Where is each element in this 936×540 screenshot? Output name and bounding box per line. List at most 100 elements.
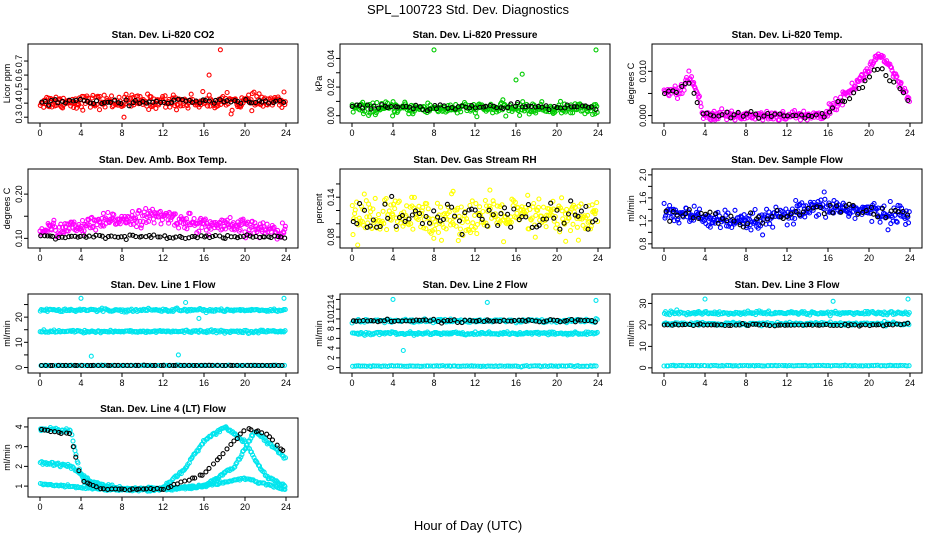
y-tick-label: 0.20: [14, 185, 24, 203]
data-point: [192, 233, 198, 240]
data-point: [382, 201, 388, 207]
data-point: [375, 105, 381, 111]
data-point: [265, 100, 272, 106]
data-point: [55, 100, 61, 106]
data-point: [236, 222, 242, 228]
data-point: [565, 211, 572, 217]
x-tick-label: 4: [702, 378, 707, 388]
data-point: [96, 107, 103, 113]
x-tick-label: 0: [37, 502, 42, 512]
data-point: [822, 196, 828, 202]
data-point: [866, 68, 872, 75]
y-tick-label: 2: [326, 355, 336, 360]
data-point: [238, 100, 244, 106]
panel-title: Stan. Dev. Line 1 Flow: [111, 280, 216, 291]
data-point: [852, 83, 858, 89]
x-tick-label: 20: [864, 128, 874, 138]
data-point: [784, 113, 791, 119]
data-point: [511, 206, 517, 212]
data-point: [571, 209, 577, 215]
data-point: [578, 201, 584, 207]
data-point: [508, 219, 514, 225]
data-point: [462, 210, 468, 216]
data-point: [411, 194, 417, 200]
y-axis-label: ml/min: [626, 195, 636, 222]
x-tick-label: 4: [78, 502, 83, 512]
data-point: [409, 194, 415, 200]
data-point: [457, 226, 464, 232]
data-point: [708, 112, 714, 118]
data-point: [127, 232, 133, 238]
data-point: [853, 86, 859, 92]
data-point: [431, 235, 437, 241]
data-point: [816, 212, 822, 218]
data-point: [90, 362, 96, 368]
data-point: [279, 362, 285, 369]
data-point: [72, 233, 78, 239]
data-point: [49, 233, 56, 239]
data-point: [494, 203, 500, 209]
x-tick-label: 16: [823, 378, 833, 388]
data-points: [349, 187, 601, 248]
x-tick-label: 16: [823, 128, 833, 138]
y-tick-label: 0.4: [14, 97, 24, 110]
data-point: [239, 362, 245, 369]
data-point: [871, 211, 877, 217]
data-point: [525, 103, 531, 109]
data-point: [250, 234, 256, 240]
data-point: [237, 234, 243, 240]
data-point: [564, 206, 570, 212]
data-point: [168, 217, 174, 223]
data-point: [830, 210, 836, 216]
data-point: [364, 214, 370, 220]
data-point: [790, 221, 797, 227]
data-point: [453, 223, 459, 229]
data-point: [356, 102, 363, 108]
x-tick-label: 0: [661, 128, 666, 138]
data-point: [821, 211, 827, 217]
data-point: [244, 221, 250, 227]
data-point: [126, 103, 132, 109]
data-point: [191, 216, 197, 222]
data-point: [363, 198, 369, 204]
x-tick-label: 0: [349, 378, 354, 388]
data-point: [219, 362, 225, 369]
data-point: [42, 233, 48, 239]
y-tick-label: 1.6: [638, 192, 648, 205]
data-point: [529, 215, 535, 221]
data-points: [349, 296, 600, 370]
data-point: [548, 200, 554, 206]
data-point: [95, 362, 101, 369]
y-tick-label: 12: [326, 304, 336, 314]
data-point: [352, 207, 358, 213]
data-point: [753, 111, 759, 117]
data-point: [368, 106, 374, 112]
data-point: [861, 75, 867, 81]
data-point: [197, 220, 203, 226]
data-point: [465, 219, 471, 225]
data-point: [209, 362, 215, 368]
data-point: [784, 222, 790, 228]
data-point: [461, 216, 467, 222]
data-point: [674, 212, 680, 218]
data-point: [852, 215, 858, 222]
y-axis-label: degrees C: [626, 62, 636, 104]
data-point: [281, 329, 287, 335]
data-point: [719, 215, 725, 221]
data-point: [256, 91, 262, 97]
x-tick-label: 4: [78, 378, 83, 388]
data-point: [887, 198, 893, 205]
x-tick-label: 16: [199, 502, 209, 512]
data-point: [165, 217, 171, 223]
data-point: [420, 106, 426, 112]
data-point: [432, 226, 438, 232]
data-point: [437, 220, 443, 226]
data-point: [389, 193, 395, 199]
data-point: [793, 113, 799, 119]
data-point: [244, 232, 250, 238]
x-tick-label: 24: [593, 378, 603, 388]
data-point: [214, 362, 220, 368]
data-point: [728, 115, 734, 121]
data-point: [535, 207, 541, 214]
